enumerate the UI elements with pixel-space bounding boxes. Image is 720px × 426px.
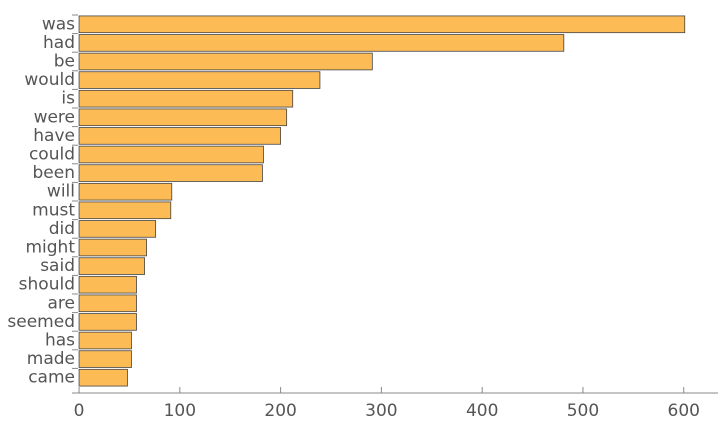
y-tick-label: is: [61, 89, 75, 109]
y-tick-label: has: [45, 331, 75, 351]
y-tick-label: be: [54, 52, 75, 72]
y-tick-label: must: [32, 200, 75, 220]
bar: [78, 331, 132, 350]
bar: [78, 238, 147, 257]
y-tick-label: could: [29, 145, 75, 165]
y-tick-label: did: [49, 219, 75, 239]
bar: [78, 220, 157, 238]
bar: [78, 127, 282, 145]
y-tick-label: were: [34, 107, 75, 127]
x-tick-label: 300: [365, 401, 397, 421]
y-tick-label: are: [48, 293, 76, 313]
bar: [78, 294, 137, 313]
bar: [78, 108, 288, 127]
bar: [78, 201, 172, 220]
bar: [78, 350, 132, 368]
bar: [78, 368, 128, 387]
y-tick-label: been: [33, 163, 75, 183]
y-tick-label: had: [43, 33, 75, 53]
y-tick-label: made: [27, 349, 75, 369]
bar: [78, 34, 565, 52]
bar: [78, 145, 264, 164]
bar: [78, 52, 373, 71]
y-tick-label: might: [25, 238, 75, 258]
bar: [78, 275, 137, 294]
x-tick-label: 400: [466, 401, 498, 421]
y-tick-label: seemed: [7, 312, 75, 332]
bar: [78, 313, 137, 331]
y-tick-label: was: [42, 14, 75, 34]
x-tick-label: 100: [164, 401, 196, 421]
x-tick-label: 500: [567, 401, 599, 421]
bar: [78, 164, 263, 182]
bar: [78, 89, 294, 108]
y-tick-label: said: [40, 256, 75, 276]
x-tick-label: 200: [264, 401, 296, 421]
x-tick-label: 600: [668, 401, 700, 421]
bar: [78, 182, 173, 201]
y-tick-label: should: [19, 275, 75, 295]
bar: [78, 257, 145, 275]
bar: [78, 71, 321, 89]
y-tick-label: came: [28, 368, 75, 388]
y-tick-label: have: [33, 126, 75, 146]
x-tick-label: 0: [74, 401, 85, 421]
bar: [78, 15, 686, 34]
y-tick-label: will: [47, 182, 75, 202]
y-tick-label: would: [24, 70, 75, 90]
